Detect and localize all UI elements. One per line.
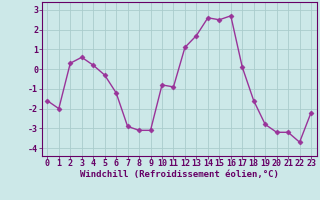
X-axis label: Windchill (Refroidissement éolien,°C): Windchill (Refroidissement éolien,°C) xyxy=(80,170,279,179)
